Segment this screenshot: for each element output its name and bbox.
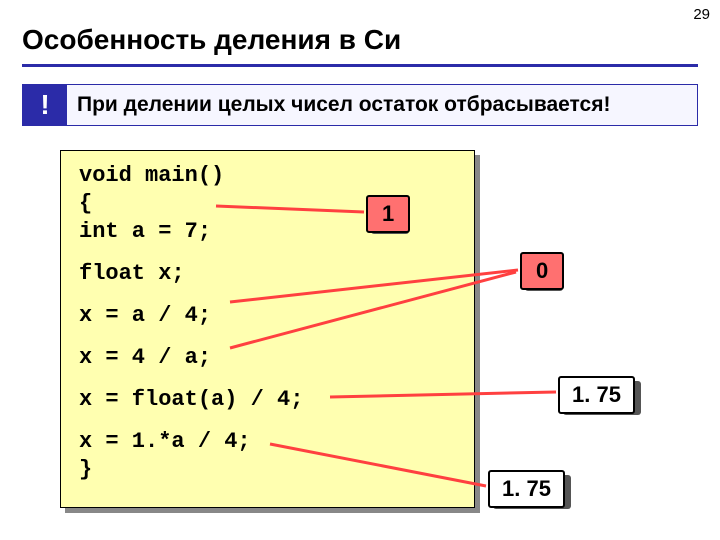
code-line: float x; <box>79 263 456 285</box>
code-line: } <box>79 459 456 481</box>
code-line: x = 4 / a; <box>79 347 456 369</box>
warning-text: При делении целых чисел остаток отбрасыв… <box>67 85 697 125</box>
exclamation-icon: ! <box>23 85 67 125</box>
result-badge-0: 0 <box>520 252 564 290</box>
page-title: Особенность деления в Си <box>22 24 401 56</box>
code-line: x = a / 4; <box>79 305 456 327</box>
warning-box: ! При делении целых чисел остаток отбрас… <box>22 84 698 126</box>
code-line: x = 1.*a / 4; <box>79 431 456 453</box>
result-badge-175a: 1. 75 <box>558 376 635 414</box>
code-box: void main() { int a = 7; float x; x = a … <box>60 150 475 508</box>
result-badge-1: 1 <box>366 195 410 233</box>
code-line: void main() <box>79 165 456 187</box>
result-badge-175b: 1. 75 <box>488 470 565 508</box>
title-underline <box>22 64 698 67</box>
page-number: 29 <box>693 6 710 23</box>
code-line: x = float(a) / 4; <box>79 389 456 411</box>
